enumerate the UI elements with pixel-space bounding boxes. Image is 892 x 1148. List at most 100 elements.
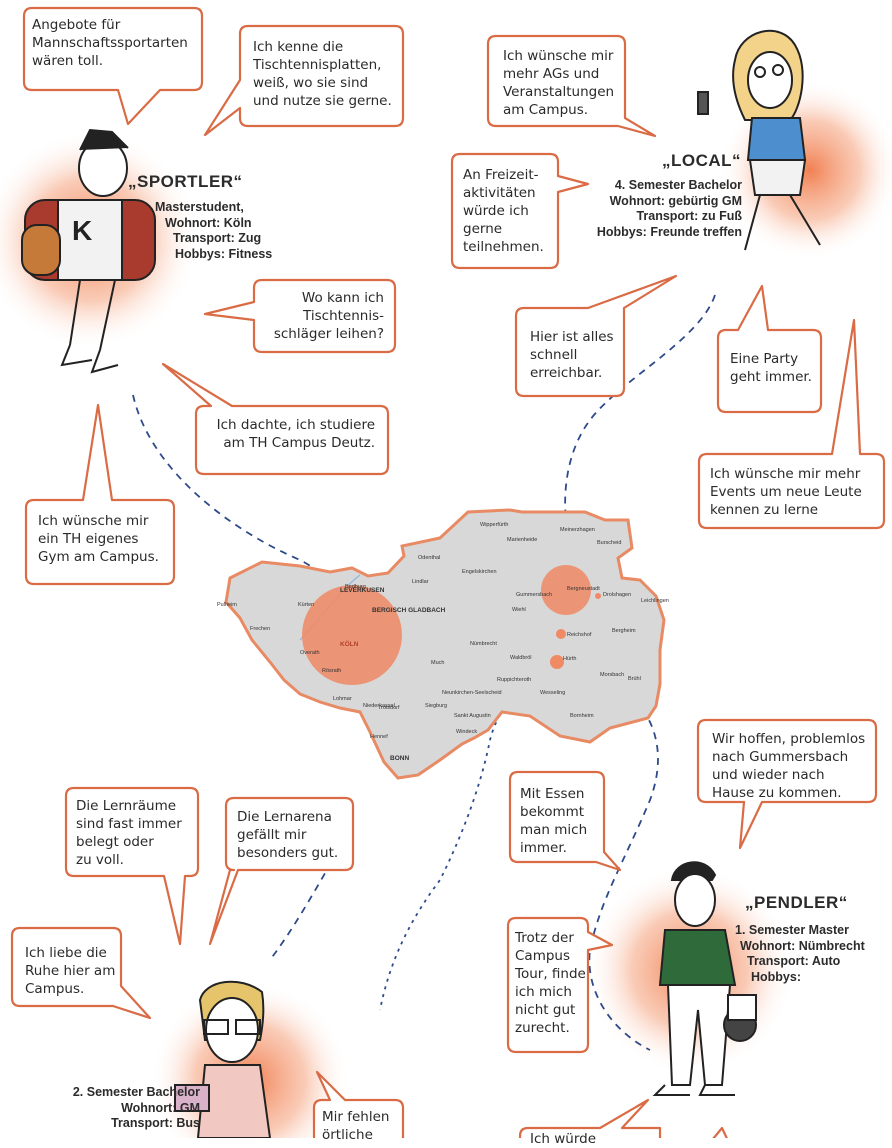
bubble-5-text: Ich wünsche mir ein TH eigenes Gym am Ca…	[38, 513, 159, 565]
map-city-label: Lohmar	[333, 696, 352, 702]
bubble-4-text: Ich dachte, ich studiere am TH Campus De…	[216, 417, 375, 451]
pendler-info-line: Hobbys:	[751, 969, 801, 984]
local-info-line: 4. Semester Bachelor	[614, 178, 742, 192]
map-city-label-major: BERGISCH GLADBACH	[372, 607, 446, 614]
bubble-9-shape	[716, 284, 823, 414]
student-info-line: Wohnort: GM	[121, 1100, 200, 1115]
bubble-13-shape	[506, 916, 614, 1054]
koeln-hotspot	[302, 585, 402, 685]
map-city-label: Reichshof	[567, 632, 592, 638]
bubble-15-text: Die Lernarena gefällt mir besonders gut.	[237, 809, 339, 861]
student-info: 2. Semester Bachelor Wohnort: GM Transpo…	[30, 1085, 200, 1132]
map-city-label: Sankt Augustin	[454, 713, 491, 719]
bubble-10-shape	[697, 318, 886, 530]
bubble-8-text: Hier ist alles schnell erreichbar.	[530, 329, 614, 381]
bubble-2-text: Ich kenne die Tischtennisplatten, weiß, …	[253, 39, 392, 109]
pendler-info-line: Transport: Auto	[747, 954, 841, 968]
map-city-label: Wipperfürth	[480, 522, 508, 528]
map-city-label-major: BONN	[390, 755, 409, 762]
map-city-label: Frechen	[250, 626, 270, 632]
map-city-label: Bedburg	[345, 584, 366, 590]
map-city-label: Wiehl	[512, 607, 526, 613]
pendler-info-line: Wohnort: Nümbrecht	[740, 938, 865, 953]
map-city-label: Rösrath	[322, 668, 341, 674]
bubble-3-shape	[203, 278, 397, 354]
sportler-info-line: Hobbys: Fitness	[175, 246, 273, 261]
map-city-label: Nümbrecht	[470, 641, 497, 647]
bubble-16-text: Ich liebe die Ruhe hier am Campus.	[25, 945, 116, 997]
map-city-label-major: LEVERKUSEN	[340, 587, 385, 594]
map-city-label: Kürten	[298, 602, 314, 608]
map-city-label: Overath	[300, 650, 320, 656]
bubble-13-text: Trotz der Campus Tour, finde ich mich ni…	[515, 930, 586, 1036]
bubble-4-shape	[161, 362, 390, 476]
local-title: „LOCAL“	[662, 151, 742, 170]
map-city-label: Burscheid	[597, 540, 621, 546]
map-city-label: Odenthal	[418, 555, 440, 561]
bubble-18-shape	[518, 1098, 662, 1138]
bubble-6-text: Ich wünsche mir mehr AGs und Veranstaltu…	[503, 48, 615, 118]
bubble-11-text: Wir hoffen, problemlos nach Gummersbach …	[712, 731, 866, 801]
bubble-10-text: Ich wünsche mir mehr Events um neue Leut…	[710, 466, 862, 518]
bubble-8-shape	[514, 274, 678, 398]
student-info-line: 2. Semester Bachelor	[72, 1085, 200, 1099]
map-city-label: Neunkirchen-Seelscheid	[442, 690, 502, 696]
map-city-label: Hürth	[563, 656, 576, 662]
local-info-line: Wohnort: gebürtig GM	[609, 193, 742, 208]
bubble-1-text: Angebote für Mannschaftssportarten wären…	[32, 17, 188, 69]
map-city-label: Gummersbach	[516, 592, 552, 598]
student-figure	[174, 980, 272, 1138]
bubble-12-shape	[508, 770, 622, 872]
local-figure	[697, 29, 821, 251]
local-info-line: Transport: zu Fuß	[636, 209, 742, 223]
bubble-7-text: An Freizeit- aktivitäten würde ich gerne…	[463, 167, 544, 255]
sportler-figure: K	[21, 128, 156, 374]
student-info-line: Transport: Bus	[111, 1116, 200, 1130]
local-info-line: Hobbys: Freunde treffen	[596, 224, 742, 239]
bubble-19-tail	[712, 1126, 728, 1138]
map-city-label: Morsbach	[600, 672, 624, 678]
bubble-18-text: Ich würde	[530, 1131, 597, 1147]
map-city-label: Marienheide	[507, 537, 537, 543]
wiehl-hotspot	[556, 629, 566, 639]
map-city-label: Meinerzhagen	[560, 527, 595, 533]
bubble-7-shape	[450, 152, 590, 270]
bubble-15-shape	[208, 796, 355, 946]
map-city-label: Troisdorf	[378, 705, 400, 711]
pendler-figure	[652, 861, 757, 1096]
map-city-label: Windeck	[456, 729, 477, 735]
sportler-info-line: Transport: Zug	[173, 231, 262, 245]
sportler-info: Masterstudent, Wohnort: Köln Transport: …	[155, 200, 272, 262]
bubble-1-shape	[22, 6, 204, 126]
pendler-info-line: 1. Semester Master	[735, 923, 849, 937]
map-city-label: Bergneustadt	[567, 586, 600, 592]
bubble-2-shape	[203, 24, 405, 137]
bergneustadt-dot	[595, 593, 601, 599]
bubble-9-text: Eine Party geht immer.	[730, 351, 812, 385]
pendler-title: „PENDLER“	[745, 893, 848, 912]
map-city-label: Niederkassel	[363, 703, 395, 709]
map-city-label: Waldbröl	[510, 655, 532, 661]
local-info: 4. Semester Bachelor Wohnort: gebürtig G…	[580, 178, 742, 240]
map-city-label: Bergheim	[612, 628, 636, 634]
map-city-label: Siegburg	[425, 703, 447, 709]
map-region: Wipperfürth Marienheide Meinerzhagen Bursch…	[217, 508, 669, 780]
map-city-label: Engelskirchen	[462, 569, 497, 575]
map-city-label: Ruppichteroth	[497, 677, 531, 683]
map-city-label: Pulheim	[217, 602, 237, 608]
bubble-14-shape	[64, 786, 200, 946]
map-city-label: Drolshagen	[603, 592, 631, 598]
sportler-title: „SPORTLER“	[128, 172, 243, 191]
map-city-label-major: KÖLN	[340, 639, 359, 648]
bubble-11-shape	[696, 718, 878, 850]
bubble-17-shape	[312, 1070, 405, 1138]
bubble-12-text: Mit Essen bekommt man mich immer.	[520, 786, 588, 856]
map-shape	[224, 508, 666, 780]
bubble-6-shape	[486, 34, 657, 138]
map-city-label: Brühl	[628, 676, 641, 682]
svg-text:K: K	[72, 215, 92, 246]
pendler-info: 1. Semester Master Wohnort: Nümbrecht Tr…	[735, 923, 865, 985]
bubble-3-text: Wo kann ich Tischtennis- schläger leihen…	[273, 290, 384, 342]
map-city-label: Hennef	[370, 734, 388, 740]
